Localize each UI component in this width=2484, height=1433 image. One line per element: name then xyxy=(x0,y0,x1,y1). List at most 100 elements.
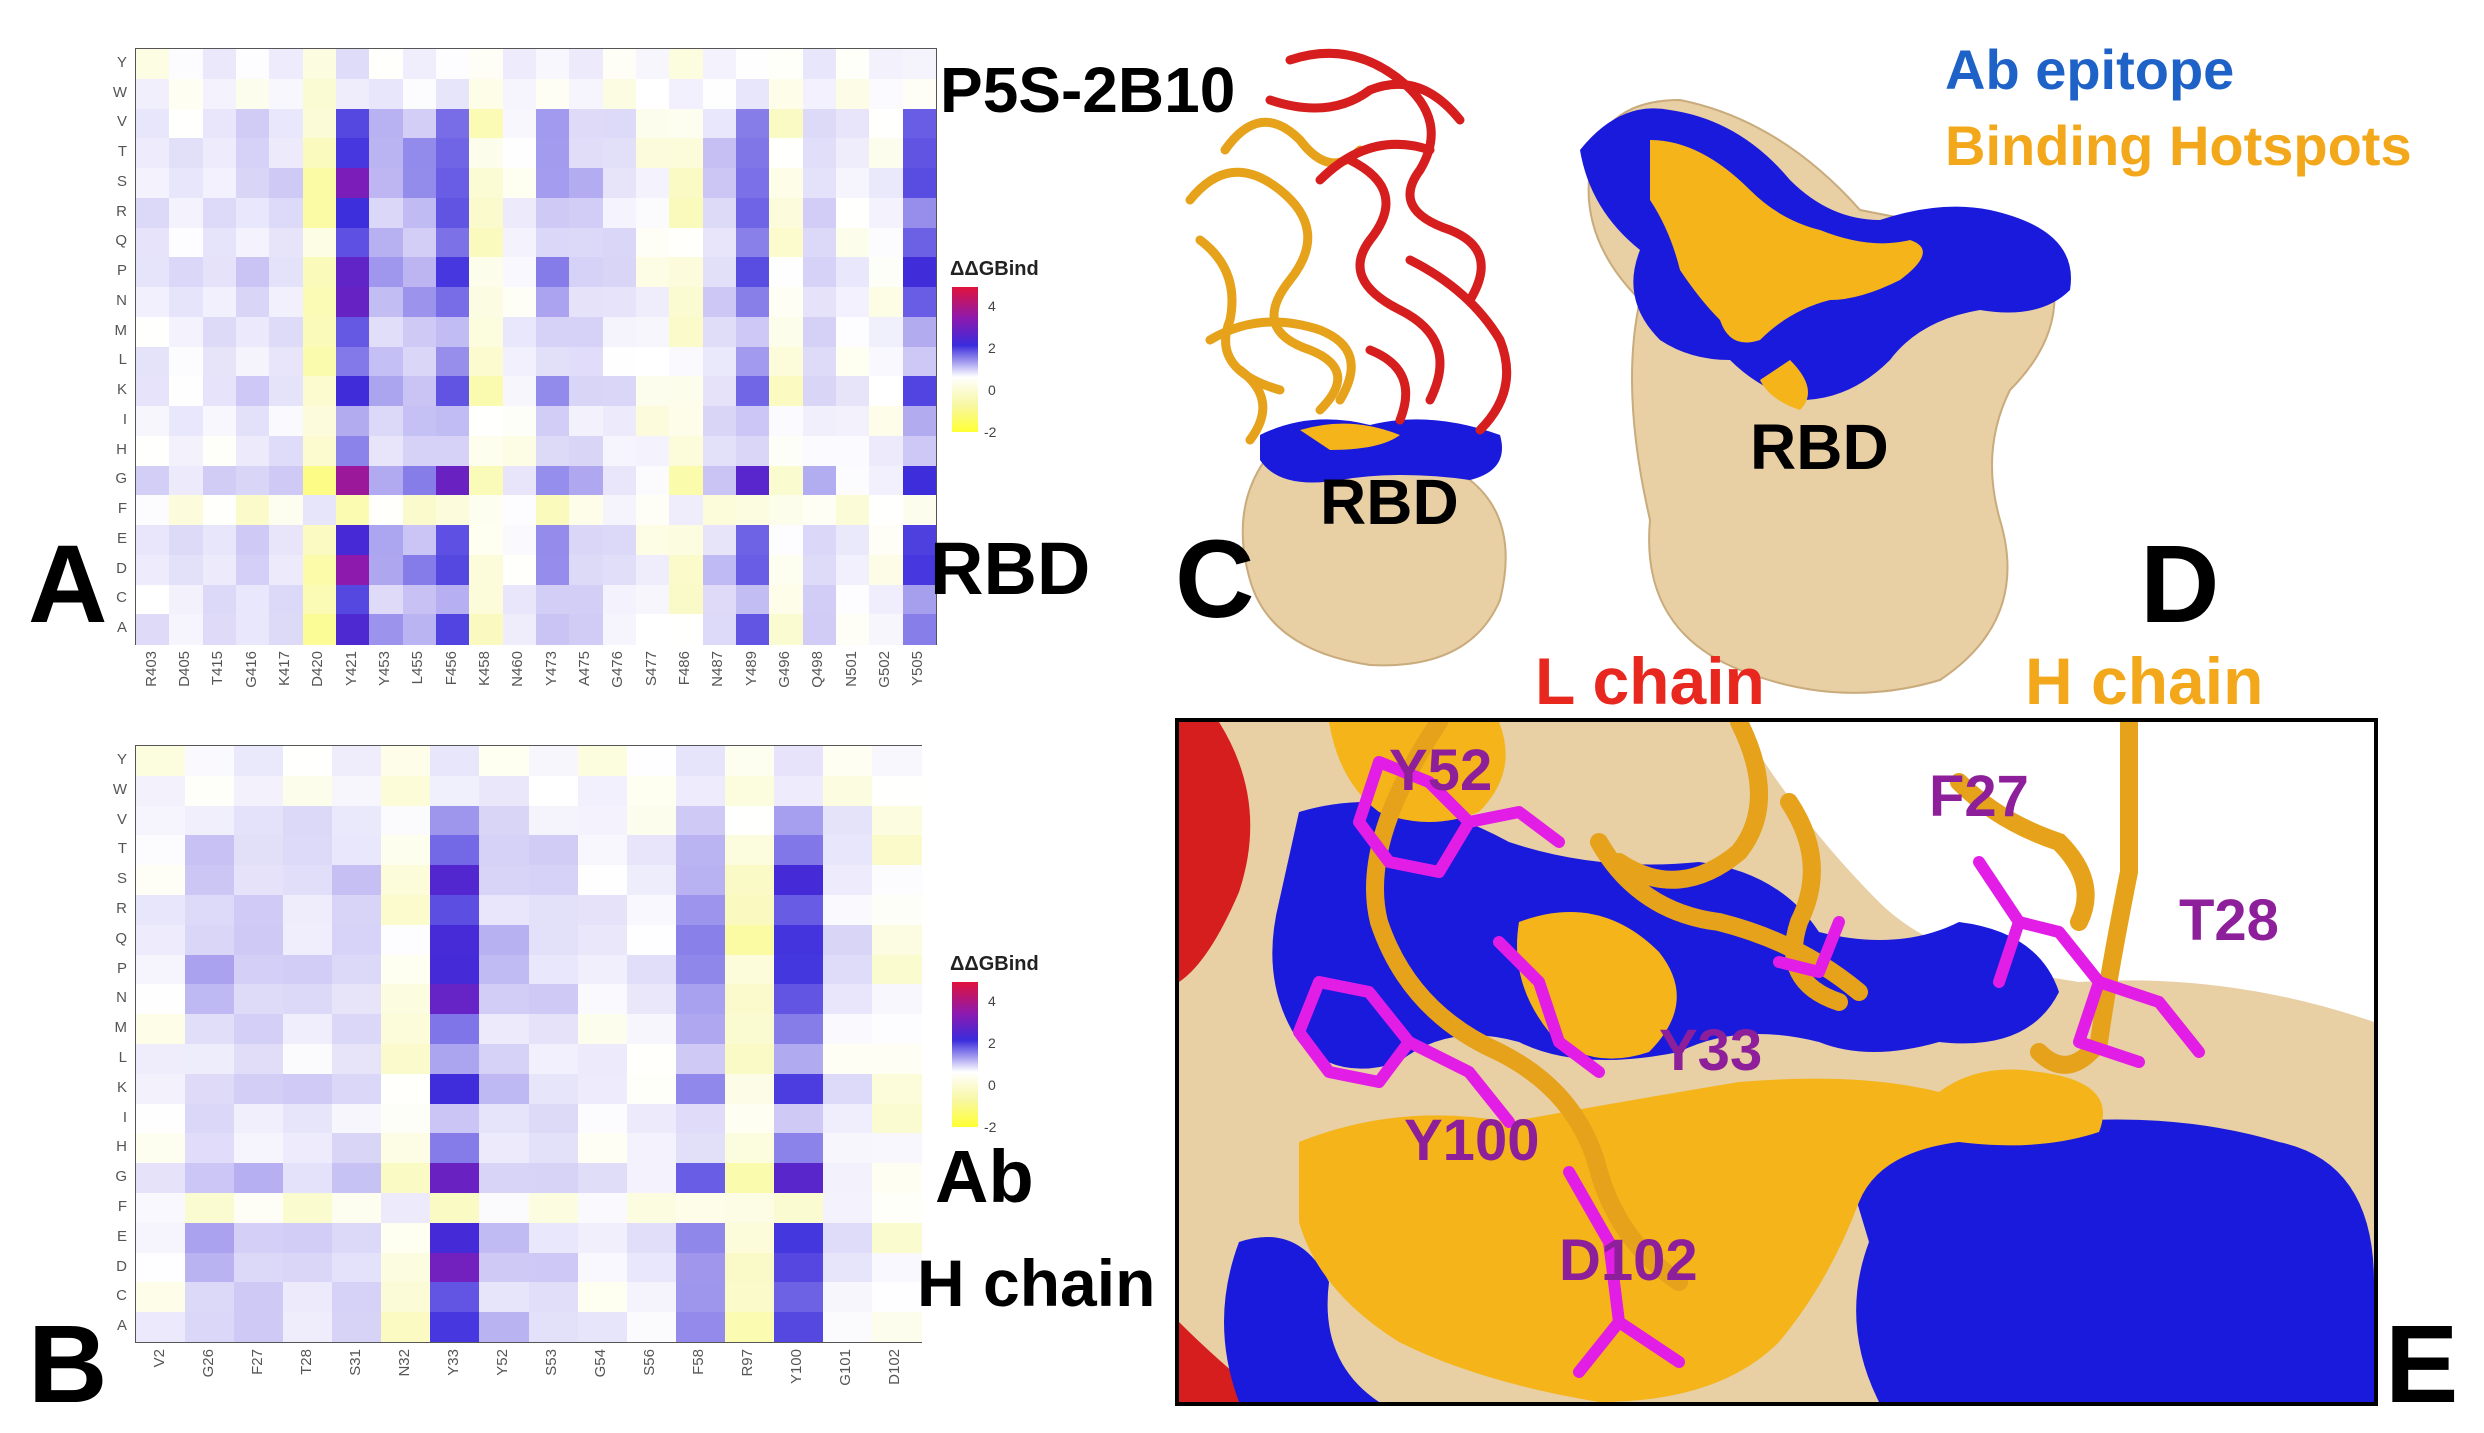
h-chain-ribbon xyxy=(1185,117,1365,445)
heatmap-cell xyxy=(430,865,480,896)
heatmap-cell xyxy=(185,1312,235,1343)
heatmap-col-label: Y52 xyxy=(493,1349,511,1376)
heatmap-cell xyxy=(169,78,204,109)
heatmap-cell xyxy=(869,554,904,585)
heatmap-cell xyxy=(169,316,204,347)
heatmap-cell xyxy=(369,376,404,407)
heatmap-cell xyxy=(802,287,837,318)
heatmap-cell xyxy=(202,138,237,169)
heatmap-cell xyxy=(769,287,804,318)
heatmap-cell xyxy=(869,584,904,615)
heatmap-cell xyxy=(602,495,637,526)
l-chain-surface xyxy=(1179,722,1251,982)
heatmap-cell xyxy=(736,108,770,139)
heatmap-cell xyxy=(136,435,170,466)
heatmap-cell xyxy=(602,257,637,288)
heatmap-cell xyxy=(736,49,770,80)
heatmap-cell xyxy=(702,376,737,407)
heatmap-cell xyxy=(381,835,431,866)
heatmap-cell xyxy=(724,984,775,1015)
heatmap-cell xyxy=(336,138,370,169)
heatmap-cell xyxy=(773,895,824,926)
heatmap-cell xyxy=(436,138,470,169)
heatmap-cell xyxy=(402,257,437,288)
heatmap-cell xyxy=(236,316,270,347)
heatmap-cell xyxy=(236,495,270,526)
heatmap-cell xyxy=(381,1222,431,1254)
heatmap-cell xyxy=(675,835,726,866)
heatmap-cell xyxy=(136,835,186,866)
heatmap-cell xyxy=(202,376,237,407)
heatmap-cell xyxy=(269,257,304,288)
heatmap-cell xyxy=(822,805,873,836)
heatmap-row-label: Q xyxy=(115,929,127,947)
heatmap-cell xyxy=(283,1073,333,1105)
heatmap-cell xyxy=(369,584,404,615)
heatmap-cell xyxy=(269,287,304,318)
heatmap-cell xyxy=(236,287,270,318)
heatmap-cell xyxy=(436,346,470,377)
heatmap-cell xyxy=(602,168,637,199)
heatmap-row-label: L xyxy=(118,1048,127,1066)
heatmap-cell xyxy=(902,346,937,377)
heatmap-cell xyxy=(577,895,628,926)
heatmap-cell xyxy=(736,435,770,466)
heatmap-cell xyxy=(502,49,537,80)
heatmap-cell xyxy=(724,954,775,985)
heatmap-cell xyxy=(536,197,570,228)
heatmap-cell xyxy=(769,78,804,109)
heatmap-col-label: R403 xyxy=(142,651,160,687)
heatmap-cell xyxy=(871,1282,922,1313)
heatmap-cell xyxy=(669,406,704,437)
heatmap-cell xyxy=(528,805,579,836)
heatmap-cell xyxy=(479,954,529,985)
h-chain-ribbon-closeup xyxy=(1366,722,2138,1291)
heatmap-row-label: T xyxy=(117,840,127,858)
heatmap-cell xyxy=(479,924,529,956)
heatmap-cell xyxy=(381,954,431,985)
heatmap-cell xyxy=(430,924,480,956)
heatmap-cell xyxy=(569,138,604,169)
heatmap-cell xyxy=(869,78,904,109)
heatmap-cell xyxy=(902,554,937,585)
heatmap-cell xyxy=(336,197,370,228)
heatmap-col-label: G101 xyxy=(837,1349,855,1386)
heatmap-cell xyxy=(822,984,873,1015)
heatmap-cell xyxy=(569,406,604,437)
heatmap-cell xyxy=(269,584,304,615)
heatmap-rbd xyxy=(135,48,937,645)
heatmap-cell xyxy=(702,584,737,615)
heatmap-cell xyxy=(602,614,637,645)
heatmap-cell xyxy=(436,614,470,645)
heatmap-cell xyxy=(283,775,333,807)
heatmap-cell xyxy=(871,1163,922,1194)
heatmap-cell xyxy=(236,525,270,556)
heatmap-cell xyxy=(636,465,670,496)
heatmap-cell xyxy=(836,287,870,318)
heatmap-cell xyxy=(577,1163,628,1194)
heatmap-col-label: G476 xyxy=(609,651,627,688)
heatmap-cell xyxy=(773,1044,824,1075)
heatmap-col-label: G54 xyxy=(592,1349,610,1378)
heatmap-row-label: S xyxy=(116,172,127,190)
heatmap-cell xyxy=(469,495,504,526)
heatmap-cell xyxy=(236,406,270,437)
heatmap-cell xyxy=(822,1073,873,1105)
heatmap-col-label: N487 xyxy=(709,651,727,687)
heatmap-cell xyxy=(724,895,775,926)
heatmap-cell xyxy=(769,138,804,169)
heatmap-cell xyxy=(528,1163,579,1194)
heatmap-cell xyxy=(136,584,170,615)
heatmap-cell xyxy=(736,495,770,526)
heatmap-cell xyxy=(332,805,382,836)
residue-label-f27: F27 xyxy=(1929,764,2029,829)
heatmap-cell xyxy=(185,1133,235,1164)
heatmap-cell xyxy=(773,954,824,985)
heatmap-cell xyxy=(802,406,837,437)
heatmap-row-label: D xyxy=(116,559,127,577)
heatmap-cell xyxy=(569,257,604,288)
heatmap-col-label: S477 xyxy=(642,651,660,687)
heatmap-cell xyxy=(675,984,726,1015)
heatmap-cell xyxy=(402,435,437,466)
heatmap-cell xyxy=(871,1193,922,1224)
